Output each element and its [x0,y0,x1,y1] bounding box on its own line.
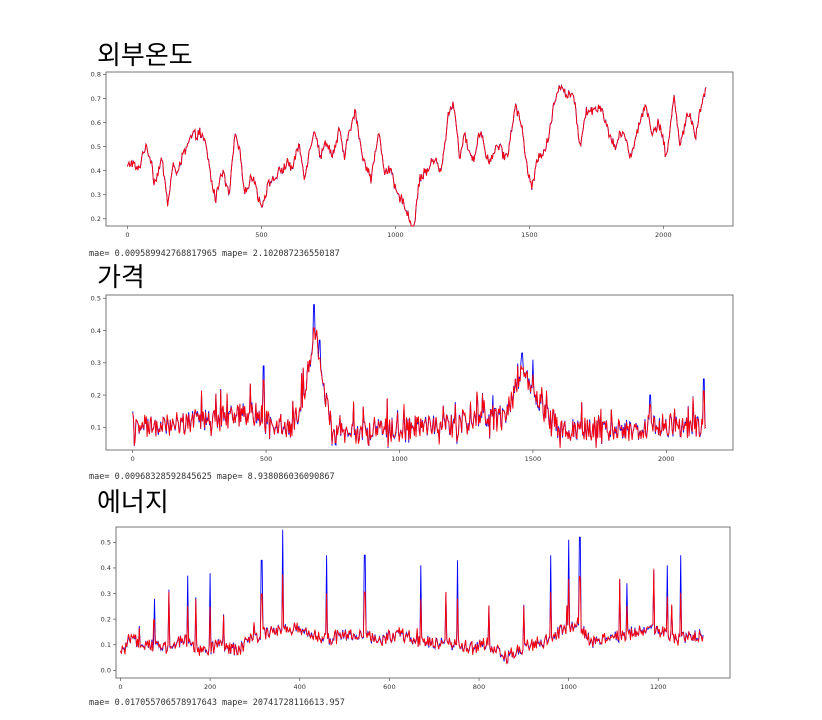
y-tick-label: 0.5 [91,295,101,303]
x-tick-label: 200 [204,683,216,691]
chart-title-energy: 에너지 [97,488,169,518]
y-tick-label: 0.2 [101,615,111,623]
y-tick-label: 0.4 [101,564,111,572]
chart-title-price: 가격 [97,263,145,293]
x-tick-label: 1200 [650,683,667,691]
y-tick-label: 0.7 [91,95,101,103]
chart-title-outdoor-temp: 외부온도 [97,41,193,71]
series-predicted-line [120,568,704,665]
y-tick-label: 0.5 [91,143,101,151]
plot-frame [105,71,734,227]
x-tick-label: 800 [473,683,485,691]
x-tick-label: 400 [294,683,306,691]
y-tick-label: 0.1 [101,641,111,649]
x-tick-label: 1000 [387,231,404,239]
y-tick-label: 0.5 [101,539,111,547]
x-tick-label: 1500 [525,455,542,463]
y-tick-label: 0.8 [91,71,101,79]
metric-energy: mae= 0.017055706578917643 mape= 20741728… [89,698,345,708]
y-tick-label: 0.0 [101,667,111,675]
y-tick-label: 0.4 [91,327,101,335]
x-tick-label: 0 [118,683,122,691]
x-tick-label: 500 [260,455,272,463]
x-tick-label: 2000 [655,231,672,239]
series-actual-line [120,529,704,664]
x-tick-label: 1000 [391,455,408,463]
y-tick-label: 0.3 [91,191,101,199]
y-tick-label: 0.4 [91,167,101,175]
series-predicted-line [126,85,707,227]
x-tick-label: 500 [255,231,267,239]
y-tick-label: 0.3 [101,590,111,598]
x-tick-label: 1500 [521,231,538,239]
plot-frame [105,294,734,451]
y-tick-label: 0.1 [91,424,101,432]
x-tick-label: 2000 [658,455,675,463]
x-tick-label: 600 [383,683,395,691]
y-tick-label: 0.6 [91,119,101,127]
x-tick-label: 1000 [560,683,577,691]
metric-outdoor-temp: mae= 0.009589942768817965 mape= 2.102087… [89,249,340,259]
y-tick-label: 0.2 [91,391,101,399]
series-predicted-line [132,327,707,448]
y-tick-label: 0.2 [91,215,101,223]
x-tick-label: 0 [131,455,135,463]
plot-frame [115,526,731,679]
y-tick-label: 0.3 [91,359,101,367]
x-tick-label: 0 [125,231,129,239]
metric-price: mae= 0.00968328592845625 mape= 8.9380860… [89,472,335,482]
